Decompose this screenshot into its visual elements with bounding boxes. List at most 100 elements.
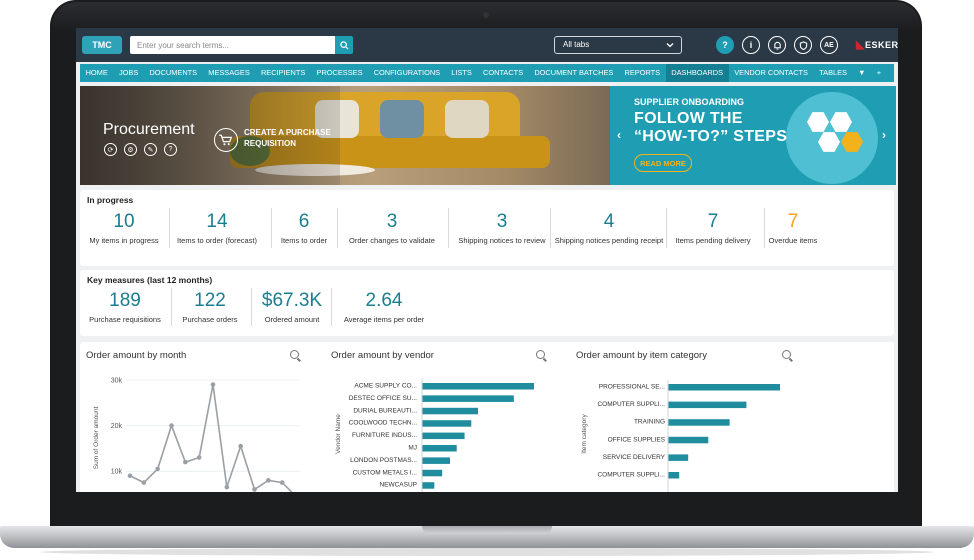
nav-item-configurations[interactable]: CONFIGURATIONS — [373, 68, 441, 77]
metric-label: My items in progress — [89, 236, 159, 245]
category-label: PROFESSIONAL SE... — [599, 384, 665, 391]
tab-select[interactable]: All tabs — [554, 36, 682, 54]
nav-item-processes[interactable]: PROCESSES — [316, 68, 363, 77]
laptop-notch — [422, 526, 552, 534]
tmc-logo[interactable]: TMC — [82, 36, 122, 54]
nav-item-documents[interactable]: DOCUMENTS — [149, 68, 198, 77]
metric-tile[interactable]: 6 Items to order — [276, 211, 332, 245]
in-progress-card: In progress 10 My items in progress 14 Item… — [80, 190, 894, 266]
y-axis-label: Sum of Order amount — [93, 407, 100, 470]
bar — [422, 432, 465, 440]
metric-tile[interactable]: 3 Shipping notices to review — [452, 211, 552, 245]
chevron-left-icon[interactable]: ‹ — [617, 128, 621, 142]
create-requisition-link[interactable]: CREATE A PURCHASE REQUISITION — [244, 128, 331, 148]
y-tick-label: 10k — [111, 469, 123, 476]
nav-item-tables[interactable]: TABLES — [819, 68, 847, 77]
bar — [668, 472, 680, 479]
metric-tile[interactable]: 7 Overdue items — [768, 211, 818, 245]
metric-tile[interactable]: 10 My items in progress — [84, 211, 164, 245]
category-label: DESTEC OFFICE SU... — [349, 395, 417, 402]
metric-tile[interactable]: 3 Order changes to validate — [342, 211, 442, 245]
divider — [666, 208, 667, 248]
category-label: SERVICE DELIVERY — [603, 454, 666, 461]
read-more-button[interactable]: READ MORE — [634, 154, 692, 172]
add-tab-icon[interactable]: + — [876, 68, 882, 77]
chevron-right-icon[interactable]: › — [882, 128, 886, 142]
help-button[interactable]: ? — [716, 36, 734, 54]
nav-item-document-batches[interactable]: DOCUMENT BATCHES — [534, 68, 614, 77]
divider — [271, 208, 272, 248]
y-tick-label: 20k — [111, 423, 123, 430]
nav-item-lists[interactable]: LISTS — [451, 68, 472, 77]
cart-icon[interactable] — [214, 128, 238, 152]
series-line — [129, 384, 293, 492]
category-label: OFFICE SUPPLIES — [608, 436, 666, 443]
photo-overlay — [80, 86, 340, 185]
bar — [422, 457, 450, 464]
metric-tile[interactable]: 14 Items to order (forecast) — [174, 211, 260, 245]
metric-tile[interactable]: 4 Shipping notices pending receipt — [554, 211, 664, 245]
metric-label: Order changes to validate — [349, 236, 435, 245]
shield-button[interactable] — [794, 36, 812, 54]
pillow-shape — [380, 100, 424, 138]
metric-label: Shipping notices to review — [458, 236, 546, 245]
app-screen: TMC All tabs ? i AE ◣ESKER HOME JOBS DOCUM… — [76, 28, 898, 492]
key-measures-card: Key measures (last 12 months) 189 Purchas… — [80, 270, 894, 336]
divider — [337, 208, 338, 248]
bar — [422, 383, 534, 390]
search-icon — [339, 40, 349, 50]
metric-label: Purchase orders — [182, 315, 238, 324]
nav-item-contacts[interactable]: CONTACTS — [483, 68, 524, 77]
tab-select-value: All tabs — [563, 40, 590, 49]
zoom-icon[interactable] — [290, 350, 299, 359]
camera-icon — [483, 12, 489, 18]
refresh-icon[interactable]: ⟳ — [104, 143, 117, 156]
divider — [169, 208, 170, 248]
chart-title-category: Order amount by item category — [576, 350, 707, 361]
category-label: CUSTOM METALS I... — [353, 469, 418, 476]
nav-item-reports[interactable]: REPORTS — [624, 68, 661, 77]
metric-tile[interactable]: 122 Purchase orders — [174, 290, 246, 324]
search-input[interactable] — [130, 36, 335, 54]
bar — [668, 384, 780, 391]
nav-item-vendor-contacts[interactable]: VENDOR CONTACTS — [734, 68, 808, 77]
hexagon-icon — [818, 132, 840, 152]
metric-value: 122 — [194, 290, 226, 311]
bar — [668, 454, 689, 461]
metric-label: Items to order (forecast) — [176, 236, 258, 245]
metric-tile[interactable]: $67.3K Ordered amount — [256, 290, 328, 324]
y-axis-label: Vendor Name — [335, 414, 342, 454]
more-icon[interactable]: ▼ — [858, 68, 866, 77]
search-button[interactable] — [335, 36, 353, 54]
line-chart: Sum of Order amount 30k 20k 10k — [93, 378, 300, 492]
metric-label: Average items per order — [343, 315, 425, 324]
settings-icon[interactable]: ⚙ — [124, 143, 137, 156]
banner-help-icon[interactable]: ? — [164, 143, 177, 156]
nav-item-dashboards[interactable]: DASHBOARDS — [665, 64, 729, 82]
info-button[interactable]: i — [742, 36, 760, 54]
nav-item-recipients[interactable]: RECIPIENTS — [260, 68, 306, 77]
metric-value: 4 — [603, 211, 615, 232]
edit-icon[interactable]: ✎ — [144, 143, 157, 156]
chevron-down-icon — [666, 43, 674, 48]
category-bar-chart: Item category PROFESSIONAL SE... COMPUTER … — [581, 380, 780, 492]
metric-tile[interactable]: 7 Items pending delivery — [670, 211, 756, 245]
metric-tile[interactable]: 189 Purchase requisitions — [84, 290, 166, 324]
laptop-shadow — [40, 548, 934, 556]
metric-label: Overdue items — [768, 236, 818, 245]
nav-item-messages[interactable]: MESSAGES — [208, 68, 250, 77]
divider — [331, 288, 332, 326]
promo-line-1: FOLLOW THE — [634, 110, 743, 127]
cart-glyph — [219, 134, 233, 146]
metric-tile[interactable]: 2.64 Average items per order — [336, 290, 432, 324]
nav-item-home[interactable]: HOME — [85, 68, 108, 77]
y-axis-label: Item category — [581, 414, 588, 454]
nav-item-jobs[interactable]: JOBS — [118, 68, 139, 77]
zoom-icon[interactable] — [536, 350, 545, 359]
data-point — [183, 459, 188, 465]
data-point — [252, 487, 257, 492]
zoom-icon[interactable] — [782, 350, 791, 359]
data-point — [127, 473, 133, 479]
bell-button[interactable] — [768, 36, 786, 54]
avatar[interactable]: AE — [820, 36, 838, 54]
